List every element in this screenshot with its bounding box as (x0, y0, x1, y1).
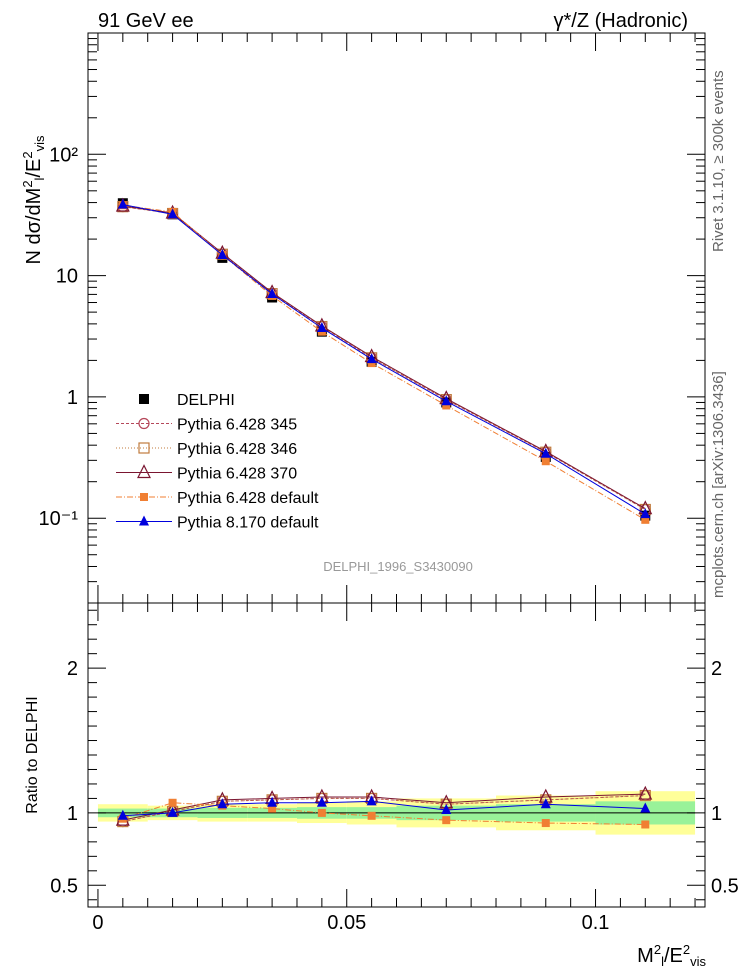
ratio-x-tick-label: 0.1 (582, 912, 610, 934)
ratio-x-tick-label: 0 (92, 912, 103, 934)
ratio-plot-frame (87, 602, 706, 908)
ratio-y-tick-label-left: 0.5 (50, 875, 78, 897)
ratio-series-point (167, 806, 178, 817)
ratio-axis-ticks (88, 603, 705, 907)
ratio-y-axis-label: Ratio to DELPHI (24, 696, 41, 813)
ratio-x-tick-label: 0.05 (327, 912, 366, 934)
legend-marker (138, 442, 150, 454)
ratio-series-point (367, 811, 376, 820)
main-series-point (540, 447, 551, 458)
main-series-point (316, 321, 327, 332)
ratio-series-point (640, 802, 651, 813)
main-y-tick-label: 10⁻¹ (39, 508, 79, 530)
rivet-version-label: Rivet 3.1.10, ≥ 300k events (710, 70, 727, 252)
ratio-panel: 0.5 0.5 1 1 2 2 0 0.05 0.1 Ratio to DELPHI M2l/… (24, 602, 739, 969)
main-series-group (115, 197, 653, 524)
ratio-y-tick-labels: 0.5 0.5 1 1 2 2 (50, 658, 739, 897)
ratio-x-tick-labels: 0 0.05 0.1 (92, 912, 609, 934)
main-y-tick-labels: 10⁻¹ 1 10 10² (39, 144, 79, 530)
main-series-point (267, 288, 278, 299)
analysis-id-label: DELPHI_1996_S3430090 (323, 559, 473, 574)
legend-marker (139, 515, 149, 526)
main-series-point (641, 515, 650, 524)
ratio-series-point (441, 804, 452, 815)
main-y-tick-label: 10 (56, 266, 78, 288)
ratio-series-point (117, 809, 128, 820)
main-series-line (122, 205, 646, 510)
legend-marker (137, 464, 151, 479)
main-panel: 10⁻¹ 1 10 10² N dσ/dM2l/E2vis DELPHI_1996_S… (20, 32, 706, 604)
ratio-series-point (317, 808, 326, 817)
main-y-tick-label: 10² (49, 144, 78, 166)
main-series-point (541, 457, 550, 466)
ratio-series-point (638, 785, 653, 800)
ratio-series-group (115, 785, 653, 829)
main-y-axis-label: N dσ/dM2l/E2vis (20, 135, 47, 264)
header-left-label: 91 GeV ee (98, 10, 194, 32)
ratio-series-point (442, 816, 451, 825)
main-series-point (117, 198, 128, 209)
ratio-y-tick-label-right: 1 (711, 803, 722, 825)
ratio-series-point (639, 789, 651, 802)
legend-label: Pythia 6.428 default (177, 490, 319, 507)
ratio-series-point (316, 796, 327, 807)
ratio-series-point (541, 819, 550, 828)
main-series-point (217, 248, 228, 259)
legend-marker (138, 417, 150, 430)
ratio-y-tick-label-right: 0.5 (711, 875, 739, 897)
x-axis-label: M2l/E2vis (637, 942, 706, 969)
main-axis-ticks (88, 33, 705, 604)
legend-label: Pythia 6.428 345 (177, 417, 297, 434)
legend-label: Pythia 6.428 370 (177, 466, 297, 483)
legend-label: DELPHI (177, 392, 235, 409)
ratio-series-point (540, 798, 551, 809)
header-right-label: γ*/Z (Hadronic) (554, 10, 688, 32)
ratio-series-point (366, 795, 377, 806)
main-series-point (367, 359, 376, 368)
ratio-series-point (168, 798, 177, 807)
ratio-y-tick-label-left: 1 (67, 803, 78, 825)
main-series-line (122, 204, 646, 521)
legend-marker (140, 493, 148, 501)
main-series-point (442, 401, 451, 410)
ratio-series-point (641, 820, 650, 829)
main-y-tick-label: 1 (67, 387, 78, 409)
ratio-y-tick-label-left: 2 (67, 658, 78, 680)
main-series-point (167, 208, 178, 219)
main-series-point (640, 508, 651, 519)
ratio-series-point (267, 796, 278, 807)
ratio-y-tick-label-right: 2 (711, 658, 722, 680)
ratio-series-point (268, 804, 277, 813)
source-label: mcplots.cern.ch [arXiv:1306.3436] (710, 371, 727, 598)
legend-label: Pythia 8.170 default (177, 515, 319, 532)
legend: DELPHI Pythia 6.428 345 Pythia 6.428 346 Py… (116, 392, 319, 532)
legend-marker (139, 394, 149, 404)
legend-label: Pythia 6.428 346 (177, 441, 297, 458)
main-series-point (366, 353, 377, 364)
main-series-point (441, 395, 452, 406)
ratio-series-point (217, 798, 228, 809)
